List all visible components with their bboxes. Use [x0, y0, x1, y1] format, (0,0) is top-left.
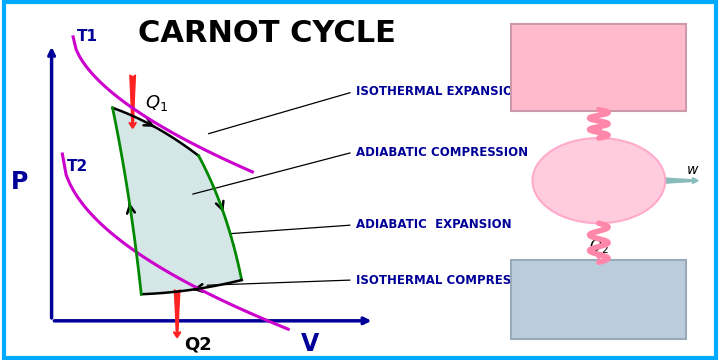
Text: $Q_2$: $Q_2$ — [589, 237, 608, 256]
Polygon shape — [112, 108, 242, 294]
Text: $Q_1$: $Q_1$ — [588, 165, 610, 185]
Text: SINK (T2): SINK (T2) — [569, 303, 629, 314]
FancyBboxPatch shape — [510, 24, 686, 111]
Text: CARNOT CYCLE: CARNOT CYCLE — [138, 19, 396, 48]
Text: w: w — [686, 163, 698, 177]
Text: T2: T2 — [68, 159, 89, 174]
Text: P: P — [11, 170, 28, 194]
Text: Q2: Q2 — [184, 335, 212, 353]
Text: ADIABATIC COMPRESSION: ADIABATIC COMPRESSION — [356, 146, 528, 159]
Text: ISOTHERMAL COMPRESSION: ISOTHERMAL COMPRESSION — [356, 274, 544, 287]
FancyBboxPatch shape — [510, 261, 686, 338]
Text: ISOTHERMAL EXPANSION: ISOTHERMAL EXPANSION — [356, 85, 523, 98]
Ellipse shape — [533, 138, 665, 223]
Text: ADIABATIC  EXPANSION: ADIABATIC EXPANSION — [356, 219, 512, 231]
Text: T1: T1 — [77, 29, 98, 44]
Text: V: V — [301, 332, 319, 356]
Text: SOURCE (T1): SOURCE (T1) — [559, 53, 639, 63]
Text: $Q_1$: $Q_1$ — [145, 93, 168, 113]
